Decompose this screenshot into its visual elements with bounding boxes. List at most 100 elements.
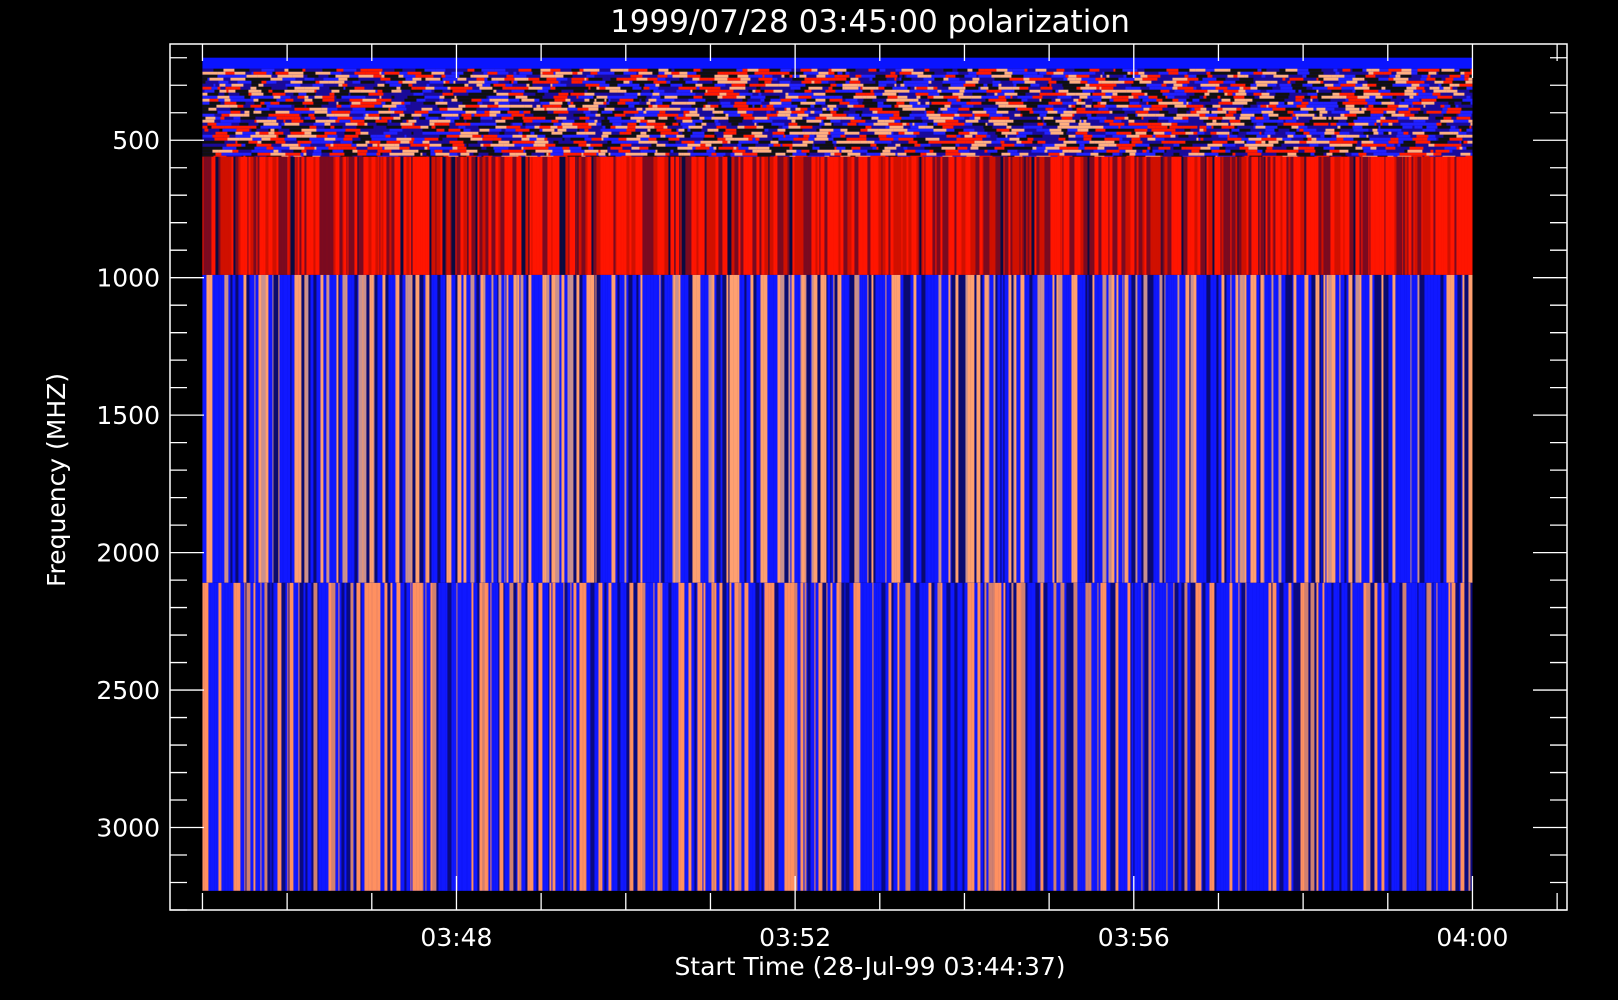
speckle-cell	[728, 71, 735, 75]
speckle-cell	[605, 125, 611, 129]
speckle-cell	[815, 98, 826, 102]
stripe	[559, 156, 563, 275]
speckle-cell	[566, 83, 577, 87]
speckle-cell	[202, 74, 218, 78]
speckle-cell	[476, 83, 483, 87]
speckle-cell	[1250, 116, 1256, 120]
stripe	[615, 156, 617, 275]
speckle-cell	[879, 137, 894, 141]
speckle-cell	[1276, 71, 1282, 75]
speckle-cell	[899, 113, 910, 117]
speckle-cell	[1364, 104, 1369, 108]
speckle-cell	[893, 113, 900, 117]
speckle-cell	[1206, 122, 1209, 126]
speckle-cell	[1402, 125, 1413, 129]
speckle-cell	[225, 86, 229, 90]
speckle-cell	[1435, 146, 1445, 150]
speckle-cell	[1048, 80, 1057, 84]
speckle-cell	[1430, 74, 1438, 78]
speckle-cell	[1412, 101, 1422, 105]
speckle-cell	[1326, 137, 1337, 141]
speckle-cell	[344, 134, 359, 138]
speckle-cell	[746, 140, 759, 144]
speckle-cell	[1365, 92, 1381, 96]
stripe	[897, 156, 902, 275]
speckle-cell	[1218, 134, 1228, 138]
speckle-cell	[586, 74, 592, 78]
speckle-cell	[487, 77, 492, 81]
speckle-cell	[271, 143, 282, 147]
speckle-cell	[1417, 125, 1423, 129]
speckle-cell	[1063, 71, 1073, 75]
stripe	[1293, 156, 1297, 275]
speckle-cell	[281, 122, 285, 126]
speckle-cell	[599, 140, 608, 144]
speckle-cell	[250, 125, 257, 129]
speckle-cell	[1261, 92, 1270, 96]
stripe	[873, 156, 878, 275]
speckle-cell	[1240, 71, 1254, 75]
speckle-cell	[278, 128, 290, 132]
speckle-cell	[1142, 98, 1153, 102]
speckle-cell	[304, 98, 313, 102]
speckle-cell	[782, 143, 793, 147]
speckle-cell	[1144, 71, 1159, 75]
speckle-cell	[231, 83, 244, 87]
speckle-cell	[472, 131, 479, 135]
speckle-cell	[647, 77, 658, 81]
speckle-cell	[714, 119, 719, 123]
speckle-cell	[1161, 83, 1167, 87]
speckle-cell	[411, 137, 415, 141]
speckle-cell	[972, 113, 975, 117]
speckle-cell	[1140, 74, 1148, 78]
speckle-cell	[1222, 107, 1237, 111]
speckle-cell	[667, 74, 673, 78]
speckle-cell	[830, 83, 837, 87]
speckle-cell	[1441, 110, 1447, 114]
speckle-cell	[383, 92, 399, 96]
stripe	[995, 156, 997, 275]
speckle-cell	[939, 92, 953, 96]
speckle-cell	[996, 110, 1009, 114]
stripe	[1022, 156, 1024, 275]
speckle-cell	[762, 74, 765, 78]
stripe	[1282, 156, 1287, 275]
speckle-cell	[1193, 137, 1197, 141]
speckle-cell	[1067, 101, 1077, 105]
speckle-cell	[800, 125, 813, 129]
speckle-cell	[658, 86, 671, 90]
speckle-cell	[579, 110, 584, 114]
speckle-cell	[220, 119, 234, 123]
speckle-cell	[992, 119, 1006, 123]
speckle-cell	[202, 86, 212, 90]
speckle-cell	[1372, 128, 1378, 132]
speckle-cell	[836, 125, 851, 129]
speckle-cell	[716, 146, 719, 150]
speckle-cell	[893, 131, 899, 135]
speckle-cell	[226, 89, 229, 93]
speckle-cell	[1406, 80, 1416, 84]
speckle-cell	[614, 113, 623, 117]
speckle-cell	[1170, 146, 1174, 150]
stripe	[1273, 156, 1275, 275]
speckle-cell	[217, 95, 230, 99]
speckle-cell	[405, 104, 412, 108]
speckle-cell	[525, 122, 541, 126]
speckle-cell	[368, 113, 371, 117]
speckle-cell	[552, 149, 564, 153]
speckle-cell	[912, 146, 925, 150]
speckle-cell	[1342, 140, 1358, 144]
stripe	[715, 156, 719, 275]
stripe	[731, 156, 735, 275]
speckle-cell	[1315, 149, 1330, 153]
stripe	[991, 156, 996, 275]
speckle-cell	[688, 125, 703, 129]
speckle-cell	[1353, 119, 1363, 123]
speckle-cell	[981, 95, 984, 99]
speckle-cell	[1205, 149, 1212, 153]
speckle-cell	[665, 77, 680, 81]
speckle-cell	[1343, 71, 1358, 75]
speckle-cell	[1338, 119, 1347, 123]
speckle-cell	[1019, 137, 1028, 141]
speckle-cell	[442, 137, 458, 141]
